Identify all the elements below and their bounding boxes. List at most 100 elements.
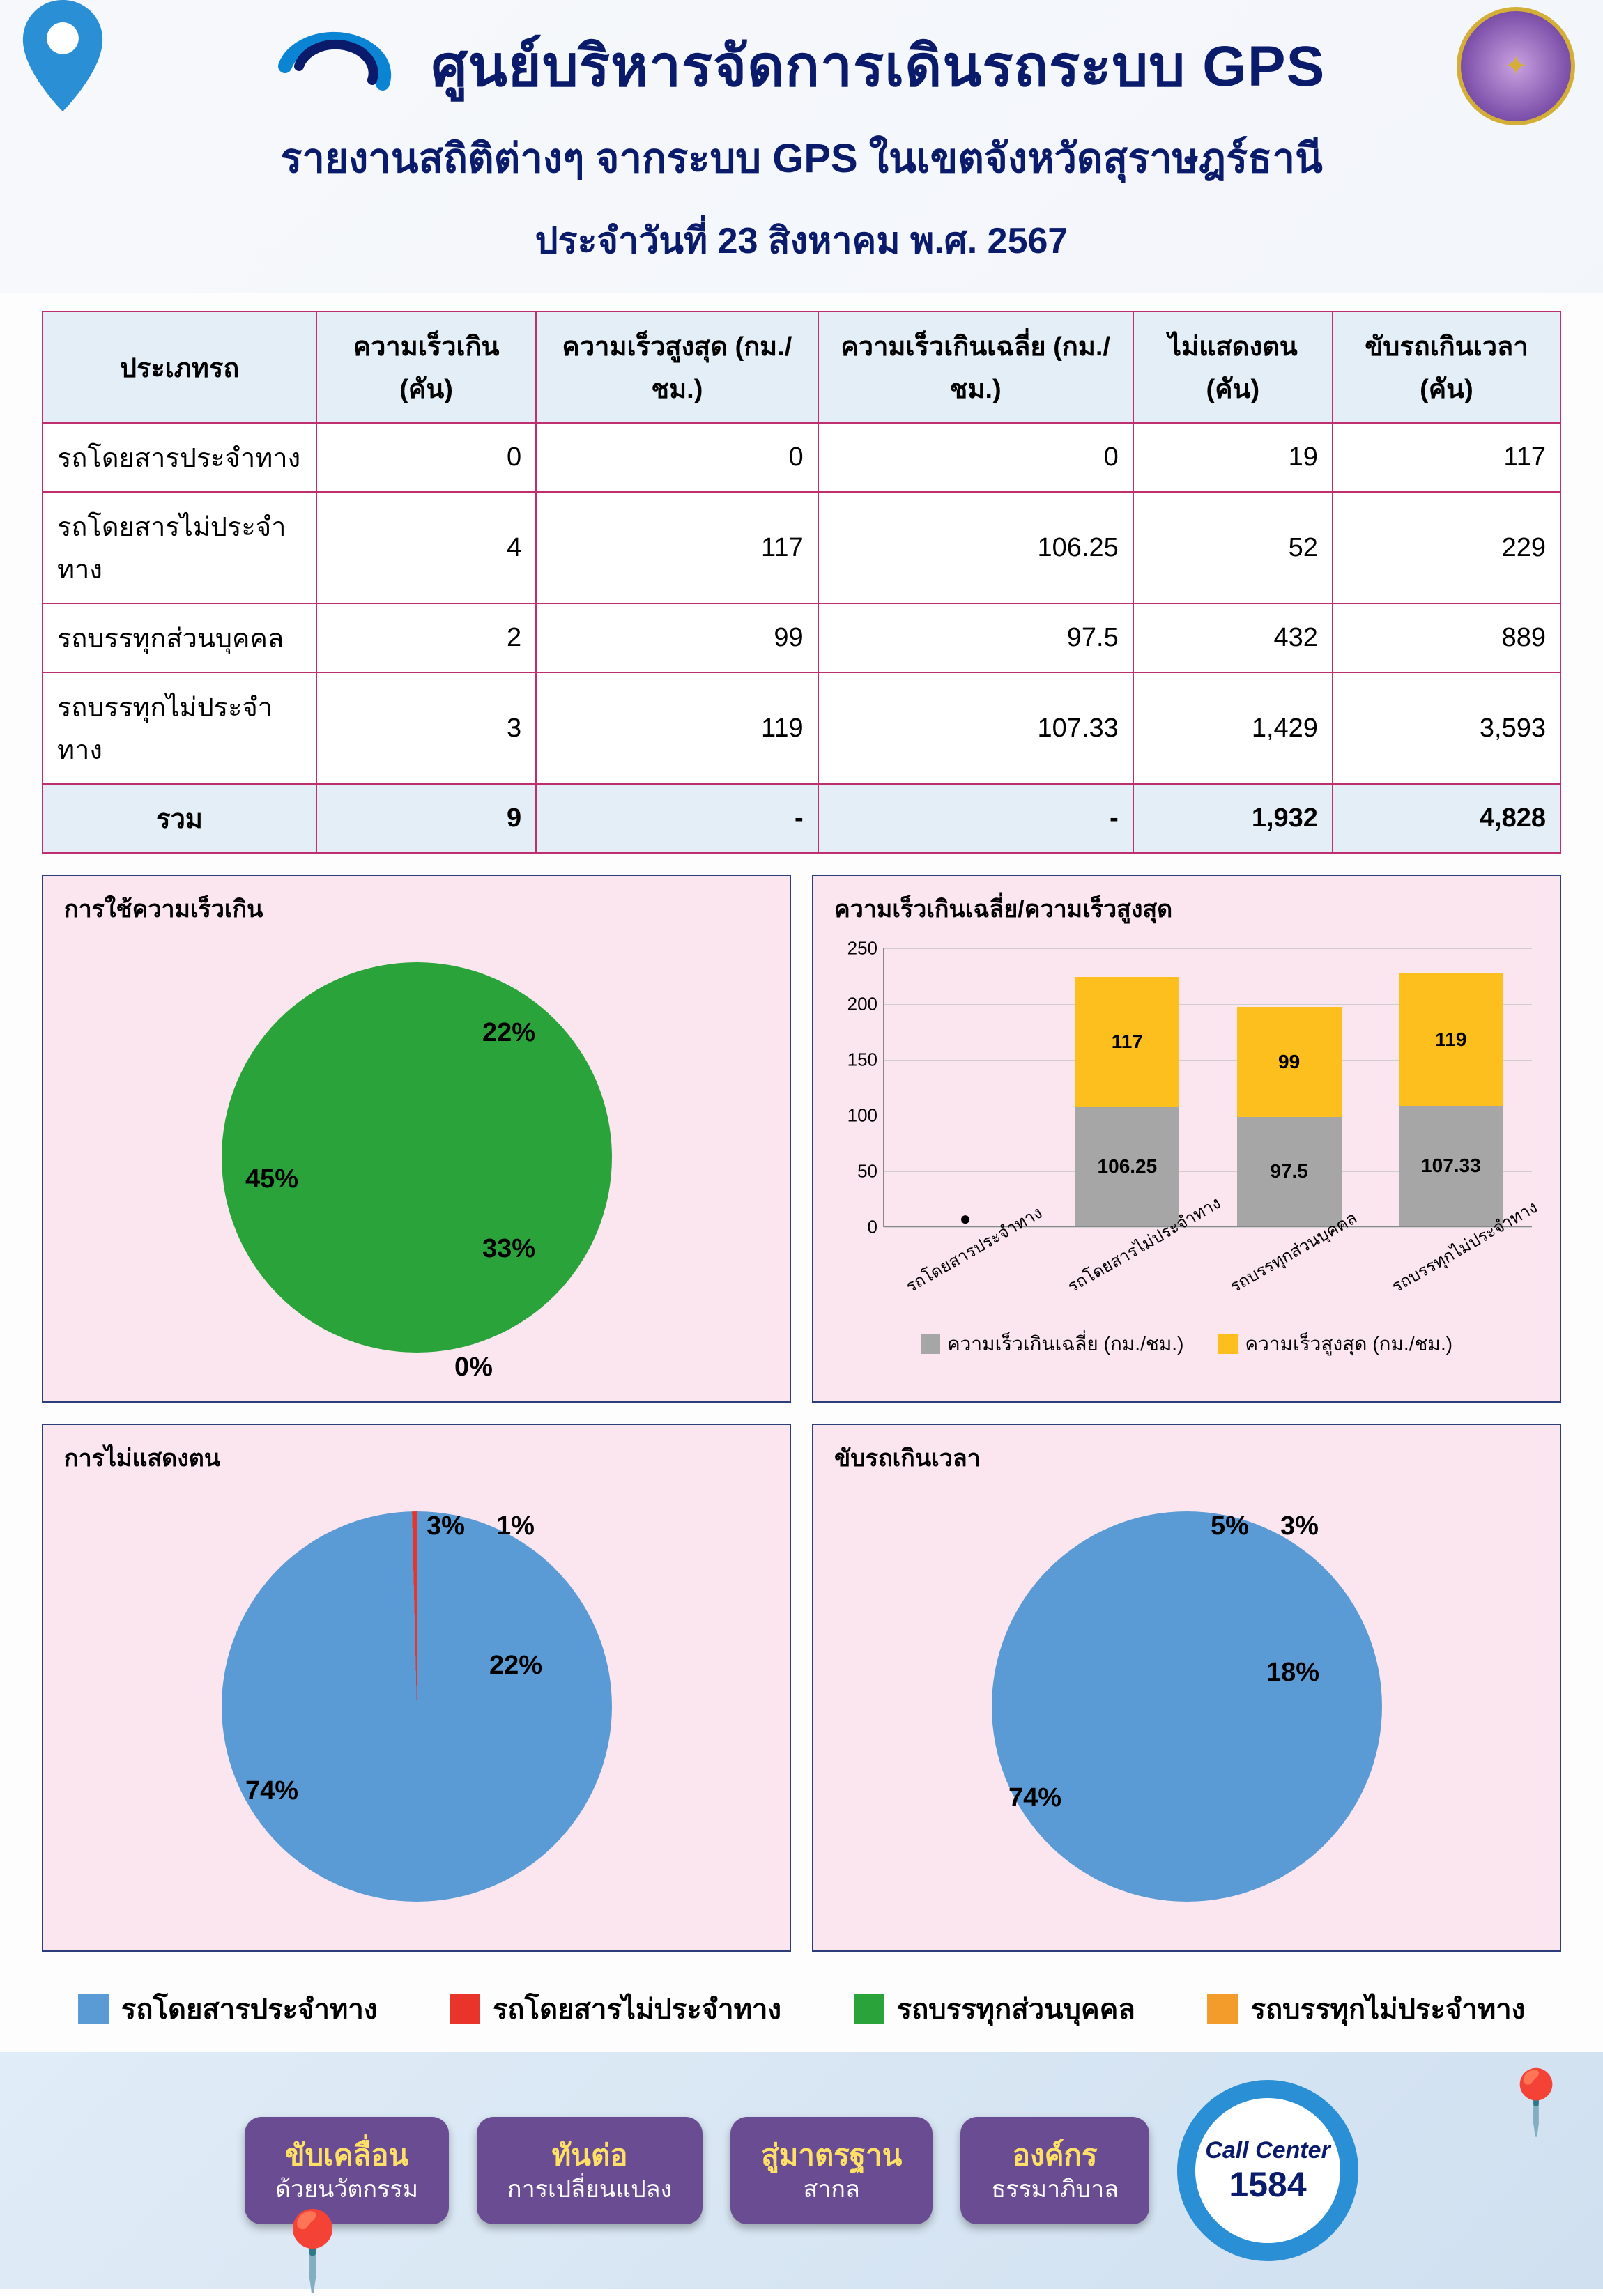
legend-label: ความเร็วเกินเฉลี่ย (กม./ชม.) bbox=[947, 1329, 1183, 1359]
pie-container: 22%33%0%45% bbox=[64, 934, 769, 1380]
footer-btn-sub: การเปลี่ยนแปลง bbox=[507, 2174, 672, 2205]
cell-num: 119 bbox=[536, 672, 818, 784]
cell-label: รวม bbox=[43, 784, 316, 853]
swirl-icon bbox=[278, 28, 417, 105]
cell-num: 0 bbox=[818, 423, 1133, 492]
footer-buttons: ขับเคลื่อนด้วยนวัตกรรม ทันต่อการเปลี่ยนแป… bbox=[245, 2117, 1149, 2225]
table-row: รถโดยสารประจำทาง00019117 bbox=[43, 423, 1560, 492]
pie-slice-label: 1% bbox=[496, 1511, 535, 1541]
pie-slice-label: 74% bbox=[245, 1776, 298, 1806]
y-tick-label: 150 bbox=[843, 1049, 877, 1071]
col-maxspeed: ความเร็วสูงสุด (กม./ชม.) bbox=[536, 311, 818, 423]
cell-num: 97.5 bbox=[818, 603, 1133, 672]
col-overspeed: ความเร็วเกิน (คัน) bbox=[316, 311, 536, 423]
pie-container: 5%3%18%74% bbox=[834, 1484, 1539, 1929]
chart-overtime-pie: ขับรถเกินเวลา 5%3%18%74% bbox=[812, 1424, 1561, 1952]
page-subtitle: รายงานสถิติต่างๆ จากระบบ GPS ในเขตจังหวั… bbox=[42, 125, 1561, 190]
legend-item: รถโดยสารประจำทาง bbox=[78, 1987, 378, 2031]
pie-chart bbox=[992, 1511, 1382, 1902]
cell-num: - bbox=[536, 784, 818, 853]
footer: ขับเคลื่อนด้วยนวัตกรรม ทันต่อการเปลี่ยนแป… bbox=[0, 2052, 1603, 2289]
bar-segment-avg: 97.5 bbox=[1237, 1117, 1342, 1226]
legend-label: รถบรรทุกส่วนบุคคล bbox=[897, 1987, 1135, 2031]
zero-marker: ● bbox=[960, 1208, 972, 1230]
table-row: รถบรรทุกส่วนบุคคล29997.5432889 bbox=[43, 603, 1560, 672]
bar-segment-max: 119 bbox=[1399, 973, 1503, 1106]
bar-container: 050100150200250●รถโดยสารประจำทาง106.2511… bbox=[834, 934, 1539, 1366]
pie-slice-label: 45% bbox=[245, 1164, 298, 1194]
pie-slice-label: 22% bbox=[489, 1651, 542, 1681]
pie-slice-label: 74% bbox=[1008, 1783, 1061, 1813]
bar-segment-avg: 107.33 bbox=[1399, 1106, 1503, 1226]
pie-slice-label: 3% bbox=[427, 1511, 465, 1541]
pie-slice-label: 0% bbox=[454, 1353, 493, 1382]
page-title: ศูนย์บริหารจัดการเดินรถระบบ GPS bbox=[431, 21, 1326, 111]
pie-chart bbox=[222, 962, 612, 1353]
legend-item: ความเร็วเกินเฉลี่ย (กม./ชม.) bbox=[921, 1329, 1183, 1359]
pie-chart bbox=[222, 1511, 612, 1902]
gridline bbox=[884, 1227, 1532, 1228]
legend-swatch bbox=[854, 1994, 884, 2024]
legend-label: รถบรรทุกไม่ประจำทาง bbox=[1250, 1987, 1525, 2031]
table-total-row: รวม9--1,9324,828 bbox=[43, 784, 1560, 853]
cell-num: 117 bbox=[1333, 423, 1560, 492]
footer-btn-title: สู่มาตรฐาน bbox=[761, 2136, 902, 2175]
call-center-label: Call Center bbox=[1205, 2137, 1330, 2164]
bar-segment-max: 117 bbox=[1075, 977, 1179, 1107]
legend-item: รถโดยสารไม่ประจำทาง bbox=[450, 1987, 781, 2031]
cell-num: 0 bbox=[316, 423, 536, 492]
chart-title: ความเร็วเกินเฉลี่ย/ความเร็วสูงสุด bbox=[834, 890, 1539, 927]
x-category-label: รถโดยสารประจำทาง bbox=[900, 1199, 1047, 1300]
cell-num: 2 bbox=[316, 603, 536, 672]
cell-label: รถบรรทุกไม่ประจำทาง bbox=[43, 672, 316, 784]
footer-btn-sub: สากล bbox=[761, 2174, 902, 2205]
legend-swatch bbox=[1207, 1994, 1238, 2024]
col-avgspeed: ความเร็วเกินเฉลี่ย (กม./ชม.) bbox=[818, 311, 1133, 423]
cell-num: 99 bbox=[536, 603, 818, 672]
map-pin-icon: 📍 bbox=[265, 2206, 360, 2296]
cell-num: - bbox=[818, 784, 1133, 853]
col-noid: ไม่แสดงตน (คัน) bbox=[1133, 311, 1333, 423]
pie-slice-label: 22% bbox=[482, 1018, 535, 1048]
chart-title: ขับรถเกินเวลา bbox=[834, 1439, 1539, 1477]
footer-btn-sub: ด้วยนวัตกรรม bbox=[275, 2174, 418, 2205]
legend-label: ความเร็วสูงสุด (กม./ชม.) bbox=[1245, 1329, 1452, 1359]
report-date: ประจำวันที่ 23 สิงหาคม พ.ศ. 2567 bbox=[42, 211, 1561, 269]
cell-num: 1,429 bbox=[1133, 672, 1333, 784]
pie-slice-label: 5% bbox=[1211, 1511, 1249, 1541]
cell-num: 889 bbox=[1333, 603, 1560, 672]
cell-num: 9 bbox=[316, 784, 536, 853]
cell-num: 117 bbox=[536, 492, 818, 603]
footer-btn-title: ขับเคลื่อน bbox=[275, 2136, 418, 2175]
cell-num: 229 bbox=[1333, 492, 1560, 603]
chart-title: การไม่แสดงตน bbox=[64, 1439, 769, 1477]
col-overtime: ขับรถเกินเวลา (คัน) bbox=[1333, 311, 1560, 423]
call-center-number: 1584 bbox=[1229, 2164, 1306, 2205]
header: ศูนย์บริหารจัดการเดินรถระบบ GPS ✦ รายงาน… bbox=[0, 0, 1603, 283]
call-center-badge: Call Center 1584 bbox=[1177, 2080, 1358, 2261]
category-legend: รถโดยสารประจำทาง รถโดยสารไม่ประจำทาง รถบรร… bbox=[42, 1987, 1561, 2031]
pie-slice-label: 3% bbox=[1280, 1511, 1319, 1541]
chart-title: การใช้ความเร็วเกิน bbox=[64, 890, 769, 927]
table-row: รถโดยสารไม่ประจำทาง4117106.2552229 bbox=[43, 492, 1560, 603]
org-logo-icon: ✦ bbox=[1457, 7, 1575, 125]
cell-num: 19 bbox=[1133, 423, 1333, 492]
gridline bbox=[884, 948, 1532, 949]
cell-num: 4,828 bbox=[1333, 784, 1560, 853]
cell-num: 432 bbox=[1133, 603, 1333, 672]
footer-button: ทันต่อการเปลี่ยนแปลง bbox=[477, 2117, 703, 2225]
cell-label: รถบรรทุกส่วนบุคคล bbox=[43, 603, 316, 672]
y-tick-label: 100 bbox=[843, 1105, 877, 1127]
legend-item: รถบรรทุกไม่ประจำทาง bbox=[1207, 1987, 1525, 2031]
legend-swatch bbox=[78, 1994, 109, 2024]
cell-num: 3,593 bbox=[1333, 672, 1560, 784]
charts-grid: การใช้ความเร็วเกิน 22%33%0%45% ความเร็วเ… bbox=[42, 875, 1561, 1952]
legend-item: รถบรรทุกส่วนบุคคล bbox=[854, 1987, 1135, 2031]
y-tick-label: 250 bbox=[843, 938, 877, 960]
bar-segment-avg: 106.25 bbox=[1075, 1107, 1179, 1226]
footer-button: องค์กรธรรมาภิบาล bbox=[960, 2117, 1149, 2225]
table-header-row: ประเภทรถ ความเร็วเกิน (คัน) ความเร็วสูงส… bbox=[43, 311, 1560, 423]
bar-plot-area: 050100150200250●รถโดยสารประจำทาง106.2511… bbox=[883, 948, 1532, 1227]
legend-item: ความเร็วสูงสุด (กม./ชม.) bbox=[1218, 1329, 1452, 1359]
legend-swatch bbox=[1218, 1334, 1238, 1354]
